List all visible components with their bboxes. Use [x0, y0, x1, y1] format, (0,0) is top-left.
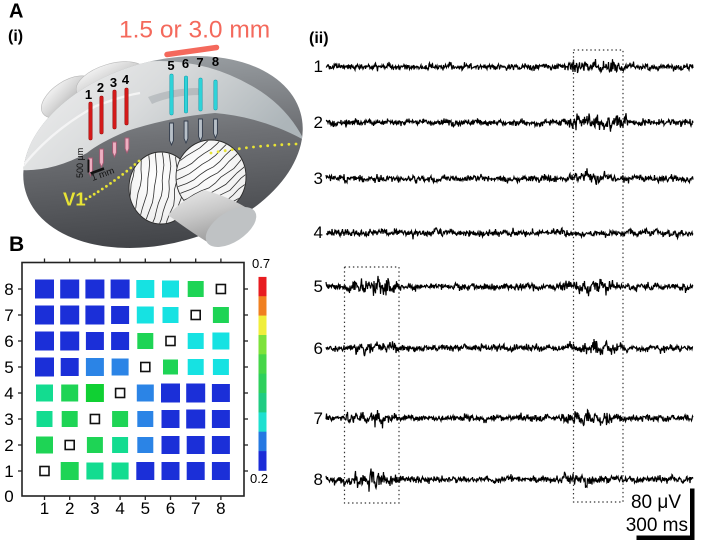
svg-text:0.2: 0.2 [250, 471, 268, 486]
svg-text:4: 4 [314, 223, 323, 242]
svg-text:1: 1 [40, 499, 49, 518]
svg-text:A: A [9, 1, 23, 23]
svg-text:6: 6 [314, 339, 323, 358]
svg-text:V1: V1 [63, 189, 86, 210]
svg-text:6: 6 [4, 332, 13, 351]
svg-text:8: 8 [4, 280, 13, 299]
svg-text:0: 0 [4, 487, 13, 506]
svg-text:B: B [9, 233, 24, 256]
svg-text:1: 1 [85, 87, 92, 102]
svg-text:5: 5 [167, 58, 174, 73]
svg-text:2: 2 [4, 436, 13, 455]
svg-text:1.5 or 3.0 mm: 1.5 or 3.0 mm [119, 17, 270, 44]
svg-text:1: 1 [4, 462, 13, 481]
svg-text:3: 3 [110, 75, 117, 90]
svg-text:3: 3 [314, 169, 323, 188]
svg-text:5: 5 [141, 499, 150, 518]
svg-text:6: 6 [166, 499, 175, 518]
svg-text:2: 2 [97, 80, 104, 95]
svg-text:4: 4 [115, 499, 124, 518]
svg-text:7: 7 [191, 499, 200, 518]
svg-text:500 μm: 500 μm [75, 148, 85, 178]
svg-text:7: 7 [314, 409, 323, 428]
svg-text:4: 4 [4, 384, 13, 403]
svg-text:5: 5 [314, 277, 323, 296]
svg-text:3: 3 [90, 499, 99, 518]
svg-text:4: 4 [122, 72, 130, 87]
svg-text:1: 1 [314, 57, 323, 76]
svg-text:80 μV: 80 μV [631, 492, 681, 513]
svg-text:(i): (i) [8, 28, 23, 45]
svg-text:5: 5 [4, 358, 13, 377]
svg-text:300 ms: 300 ms [626, 515, 688, 536]
svg-text:(ii): (ii) [309, 30, 329, 47]
svg-text:0.7: 0.7 [252, 256, 270, 271]
svg-text:2: 2 [65, 499, 74, 518]
svg-text:3: 3 [4, 410, 13, 429]
svg-text:7: 7 [196, 55, 203, 70]
svg-text:8: 8 [212, 54, 219, 69]
svg-text:8: 8 [216, 499, 225, 518]
svg-text:6: 6 [182, 56, 189, 71]
svg-text:7: 7 [4, 306, 13, 325]
svg-text:2: 2 [314, 113, 323, 132]
svg-text:8: 8 [314, 470, 323, 489]
